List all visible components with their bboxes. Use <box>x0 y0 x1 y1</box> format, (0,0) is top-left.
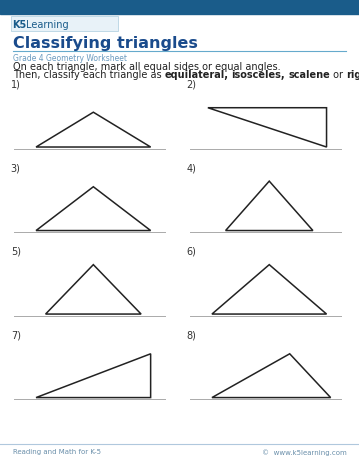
Text: right.: right. <box>346 70 359 80</box>
Text: Classifying triangles: Classifying triangles <box>13 36 197 51</box>
Text: Grade 4 Geometry Worksheet: Grade 4 Geometry Worksheet <box>13 54 127 63</box>
Bar <box>11 17 118 32</box>
Text: K5: K5 <box>12 20 26 30</box>
Text: Learning: Learning <box>26 20 69 30</box>
Text: scalene: scalene <box>288 70 330 80</box>
Text: 8): 8) <box>187 330 197 340</box>
Text: 1): 1) <box>11 80 21 90</box>
Text: ©  www.k5learning.com: © www.k5learning.com <box>262 448 346 455</box>
Text: 4): 4) <box>187 163 197 173</box>
Text: or: or <box>330 70 346 80</box>
Text: 5): 5) <box>11 246 21 257</box>
Text: On each triangle, mark all equal sides or equal angles.: On each triangle, mark all equal sides o… <box>13 62 280 72</box>
Text: isosceles,: isosceles, <box>232 70 285 80</box>
Text: 3): 3) <box>11 163 21 173</box>
Text: Then, classify each triangle as: Then, classify each triangle as <box>13 70 164 80</box>
Text: Reading and Math for K-5: Reading and Math for K-5 <box>13 448 101 454</box>
Text: 6): 6) <box>187 246 197 257</box>
Text: 2): 2) <box>187 80 197 90</box>
Text: 7): 7) <box>11 330 21 340</box>
Bar <box>0 0 359 15</box>
Text: equilateral,: equilateral, <box>164 70 228 80</box>
